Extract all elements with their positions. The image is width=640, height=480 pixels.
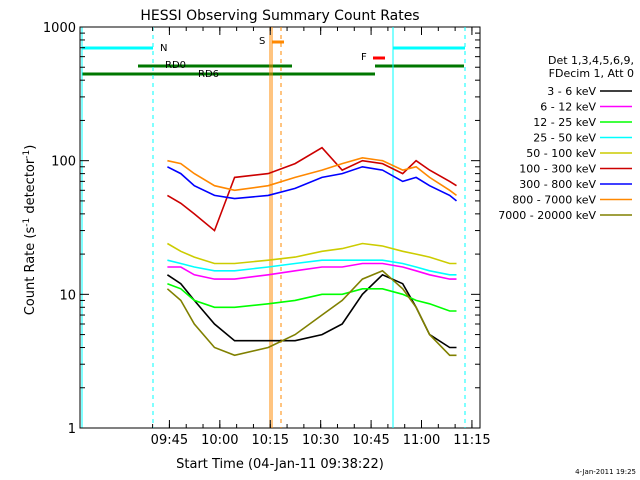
legend-title: Det 1,3,4,5,6,9, bbox=[548, 54, 634, 67]
legend-label: 12 - 25 keV bbox=[533, 116, 596, 129]
series-line bbox=[166, 146, 457, 232]
series-line bbox=[166, 242, 457, 265]
flare-label: F bbox=[361, 52, 367, 63]
series-layer bbox=[166, 146, 458, 357]
plot-frame bbox=[79, 26, 481, 429]
y-tick-label: 1 bbox=[68, 422, 76, 437]
y-axis-label: Count Rate (s-1 detector-1) bbox=[22, 145, 38, 316]
legend-label: 50 - 100 keV bbox=[526, 147, 596, 160]
y-axis-label-sup: -1 bbox=[22, 218, 32, 227]
x-tick-label: 10:00 bbox=[201, 433, 238, 448]
legend-label: 100 - 300 keV bbox=[519, 163, 596, 176]
series-line bbox=[166, 269, 457, 357]
series-line bbox=[167, 165, 458, 202]
y-axis-label-part: ) bbox=[23, 145, 38, 150]
x-tick-label: 10:45 bbox=[352, 433, 389, 448]
x-tick-label: 10:30 bbox=[302, 433, 339, 448]
y-axis-label-sup: -1 bbox=[22, 150, 32, 159]
x-axis-label: Start Time (04-Jan-11 09:38:22) bbox=[176, 457, 384, 472]
rd0-label: RD0 bbox=[165, 60, 186, 71]
rd6-label: RD6 bbox=[198, 69, 219, 80]
plot-border bbox=[79, 26, 481, 429]
saa-label: S bbox=[259, 36, 265, 47]
legend: Det 1,3,4,5,6,9, FDecim 1, Att 0 3 - 6 k… bbox=[498, 54, 634, 222]
legend-label: 25 - 50 keV bbox=[533, 132, 596, 145]
legend-subtitle: FDecim 1, Att 0 bbox=[549, 67, 634, 80]
y-tick-label: 100 bbox=[51, 155, 76, 170]
series-line bbox=[167, 282, 457, 312]
x-tick-label: 11:15 bbox=[453, 433, 490, 448]
legend-label: 300 - 800 keV bbox=[519, 178, 596, 191]
x-tick-label: 09:45 bbox=[151, 433, 188, 448]
series-line bbox=[167, 259, 457, 276]
flag-bars: N RD0 RD6 S F bbox=[81, 27, 466, 428]
legend-label: 800 - 7000 keV bbox=[512, 194, 596, 207]
y-axis-label-part: detector bbox=[23, 158, 38, 218]
axes: 09:45 10:00 10:15 10:30 10:45 11:00 11:15 1 10 10… bbox=[43, 21, 491, 448]
x-tick-label: 11:00 bbox=[403, 433, 440, 448]
legend-label: 7000 - 20000 keV bbox=[498, 209, 596, 222]
legend-label: 3 - 6 keV bbox=[547, 85, 596, 98]
chart-title: HESSI Observing Summary Count Rates bbox=[140, 8, 419, 24]
series-line bbox=[166, 273, 457, 349]
series-line bbox=[167, 156, 457, 197]
y-tick-label: 10 bbox=[59, 288, 76, 303]
legend-label: 6 - 12 keV bbox=[540, 101, 596, 114]
footer-timestamp: 4-Jan-2011 19:25 bbox=[575, 468, 636, 476]
series-line bbox=[167, 262, 457, 280]
x-tick-label: 10:15 bbox=[252, 433, 289, 448]
night-flag-label: N bbox=[160, 43, 167, 54]
y-axis-label-part: Count Rate (s bbox=[23, 227, 38, 316]
y-tick-label: 1000 bbox=[43, 21, 76, 36]
